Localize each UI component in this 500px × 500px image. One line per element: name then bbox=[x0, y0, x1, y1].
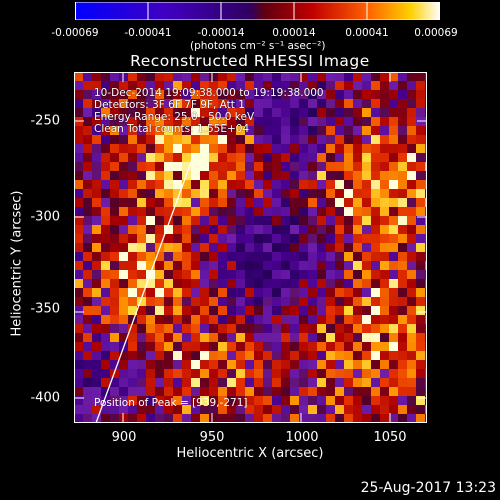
limb-line bbox=[95, 153, 195, 423]
y-tick-label: -250 bbox=[30, 113, 60, 129]
algorithm-counts-text: Clean Total counts: 1.55E+04 bbox=[94, 123, 250, 135]
detectors-text: Detectors: 3F 6F 7F 9F, Att 1 bbox=[94, 99, 245, 111]
y-axis-label: Heliocentric Y (arcsec) bbox=[9, 190, 25, 337]
x-axis-label: Heliocentric X (arcsec) bbox=[176, 446, 324, 461]
energy-range-text: Energy Range: 25.0 - 50.0 keV bbox=[94, 111, 255, 123]
x-tick-label: 950 bbox=[199, 430, 225, 445]
time-range-text: 10-Dec-2014 19:09:38.000 to 19:19:38.000 bbox=[94, 87, 324, 99]
date-stamp: 25-Aug-2017 13:23 bbox=[360, 480, 496, 496]
y-tick-label: -350 bbox=[30, 301, 60, 317]
y-tick-label: -300 bbox=[30, 209, 60, 225]
peak-position-text: Position of Peak = [939,-271] bbox=[94, 397, 248, 409]
colorbar-tick-label: 0.00041 bbox=[345, 27, 389, 39]
colorbar-units: (photons cm⁻² s⁻¹ asec⁻²) bbox=[190, 40, 326, 52]
y-tick-label: -400 bbox=[30, 390, 60, 406]
axis-ticks bbox=[74, 72, 427, 423]
rhessi-image bbox=[74, 72, 427, 423]
colorbar-tick-label: 0.00069 bbox=[414, 27, 458, 39]
colorbar-tick-label: 0.00014 bbox=[272, 27, 316, 39]
colorbar-tick-label: -0.00069 bbox=[51, 27, 99, 39]
colorbar-tick-label: -0.00014 bbox=[197, 27, 245, 39]
x-tick-label: 900 bbox=[111, 430, 137, 445]
x-tick-label: 1050 bbox=[373, 430, 407, 445]
colorbar-tick-label: -0.00041 bbox=[124, 27, 172, 39]
plot-title: Reconstructed RHESSI Image bbox=[130, 52, 370, 70]
colorbar bbox=[75, 2, 440, 20]
x-tick-label: 1000 bbox=[285, 430, 319, 445]
